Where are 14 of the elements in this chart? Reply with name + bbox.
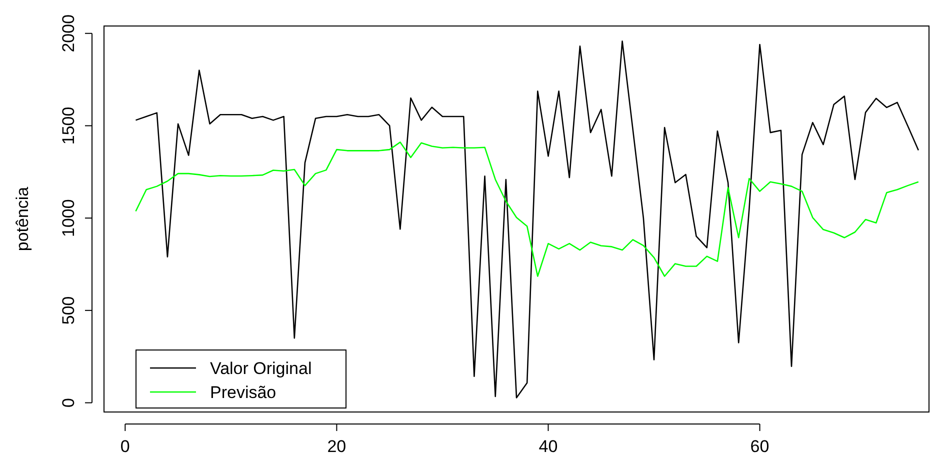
legend-label: Valor Original (210, 359, 312, 378)
line-series (135, 40, 920, 398)
y-tick-label: 1000 (59, 199, 78, 237)
y-tick-label: 0 (59, 398, 78, 408)
x-tick-label: 60 (750, 437, 770, 456)
line-series (135, 142, 920, 277)
y-tick-label: 1500 (59, 106, 78, 145)
y-tick-label: 2000 (59, 14, 78, 52)
y-tick-label: 500 (59, 296, 78, 325)
legend-label: Previsão (210, 383, 276, 402)
x-tick-label: 40 (538, 437, 558, 456)
x-tick-label: 0 (120, 437, 130, 456)
y-axis-title: potência (13, 186, 32, 252)
x-tick-label: 20 (327, 437, 346, 456)
